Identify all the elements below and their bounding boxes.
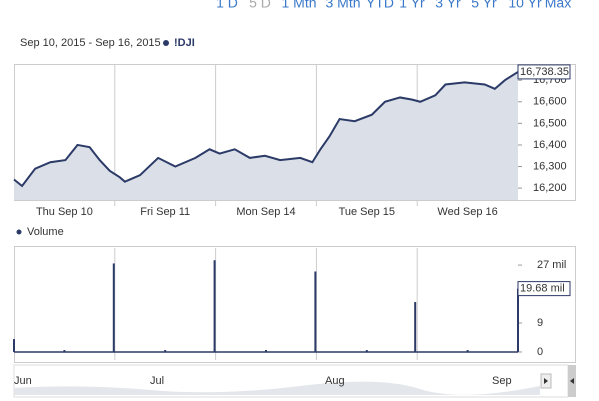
legend-dot xyxy=(163,40,169,46)
volume-legend[interactable]: Volume xyxy=(27,226,64,238)
last-value-box xyxy=(517,281,571,297)
x-tick-label: Tue Sep 15 xyxy=(339,206,395,218)
x-tick-label: Mon Sep 14 xyxy=(236,206,295,218)
range-button[interactable]: 1 Mth xyxy=(281,0,316,11)
volume-bar xyxy=(365,350,368,352)
volume-bar xyxy=(112,263,115,352)
legend-label[interactable]: !DJI xyxy=(174,37,195,49)
volume-bar xyxy=(466,350,469,352)
range-button[interactable]: 5 Yr xyxy=(471,0,497,11)
navigator-area xyxy=(14,381,540,395)
last-value-label: 19.68 mil xyxy=(520,283,565,295)
range-button[interactable]: 10 Yr xyxy=(508,0,542,11)
last-value-box xyxy=(517,64,571,80)
range-button[interactable]: 1 Yr xyxy=(399,0,425,11)
y-tick-label: 16,500 xyxy=(533,117,567,129)
last-value-label: 16,738.35 xyxy=(520,66,569,78)
volume-dot xyxy=(16,229,22,235)
y-tick-label: 16,300 xyxy=(533,160,567,172)
volume-frame xyxy=(14,246,576,363)
x-tick-label: Thu Sep 10 xyxy=(36,206,93,218)
x-tick-label: Fri Sep 11 xyxy=(140,206,190,218)
y-tick-label: 16,200 xyxy=(533,182,567,194)
volume-bar xyxy=(314,271,317,352)
y-tick-label: 16,600 xyxy=(533,96,567,108)
range-button[interactable]: 5 D xyxy=(249,0,271,11)
volume-bar xyxy=(164,350,167,352)
navigator-label: Jun xyxy=(14,375,32,387)
volume-bar xyxy=(517,288,519,352)
navigator-label: Aug xyxy=(325,375,345,387)
date-range: Sep 10, 2015 - Sep 16, 2015 xyxy=(20,37,161,49)
volume-bar xyxy=(265,350,267,352)
range-button[interactable]: 3 Yr xyxy=(435,0,461,11)
volume-bar xyxy=(63,350,66,352)
price-frame xyxy=(14,64,576,201)
x-tick-label: Wed Sep 16 xyxy=(437,206,497,218)
volume-bar xyxy=(213,260,216,352)
navigator-label: Jul xyxy=(150,375,164,387)
y-tick-label: 16,400 xyxy=(533,139,567,151)
range-button[interactable]: 3 Mth xyxy=(325,0,360,11)
range-button[interactable]: Max xyxy=(545,0,571,11)
y-tick-label: 9 xyxy=(537,317,543,329)
arrow xyxy=(544,378,548,384)
price-area xyxy=(14,71,518,200)
y-tick-label: 27 mil xyxy=(537,259,566,271)
navigator-label: Sep xyxy=(492,375,512,387)
volume-bar xyxy=(414,302,417,352)
range-button[interactable]: 1 D xyxy=(216,0,238,11)
arrow xyxy=(570,378,574,384)
y-tick-label: 0 xyxy=(537,346,543,358)
price-line xyxy=(13,71,519,188)
volume-bar xyxy=(13,339,15,352)
range-button[interactable]: YTD xyxy=(366,0,394,11)
